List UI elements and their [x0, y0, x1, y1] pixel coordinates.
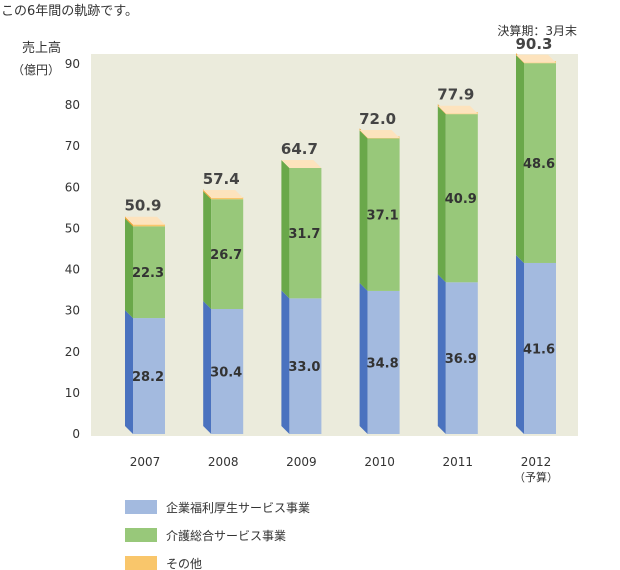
y-tick-label: 70 [65, 139, 80, 153]
segment-value-label: 40.9 [445, 192, 477, 207]
segment-value-label: 31.7 [288, 227, 320, 242]
legend-swatch [125, 528, 157, 542]
bar-segment [133, 224, 165, 227]
bar-segment [289, 168, 322, 299]
fiscal-period-note: 決算期：3月末 [497, 23, 577, 38]
bar-segment-side [281, 160, 290, 299]
legend-label: その他 [166, 557, 202, 570]
y-tick-label: 0 [72, 427, 80, 441]
y-tick-label: 90 [65, 57, 80, 71]
bar-segment [211, 197, 244, 200]
bar-segment [367, 138, 400, 291]
y-axis-title: 売上高 [22, 40, 61, 56]
legend-label: 企業福利厚生サービス事業 [166, 500, 310, 515]
x-tick-label: 2008 [208, 455, 239, 469]
segment-value-label: 48.6 [523, 157, 555, 172]
y-tick-label: 50 [65, 221, 80, 235]
bar-segment-side [125, 310, 133, 434]
bar-segment-side [281, 290, 290, 434]
bar-segment-side [516, 55, 524, 263]
bar-segment-side [437, 106, 446, 283]
bar-labels: 28.2 22.3 50.9 30.4 26.7 57.4 33.0 31.7 64.7 34.8… [124, 35, 555, 385]
x-tick-label: 2011 [443, 455, 474, 469]
bar-total-label: 90.3 [515, 35, 552, 53]
bar-segment [445, 282, 478, 434]
segment-value-label: 28.2 [132, 370, 164, 385]
y-axis: 0 10 20 30 40 50 60 70 80 90 [65, 57, 80, 441]
bar-segment-side [437, 274, 446, 434]
bar-total-label: 72.0 [359, 110, 396, 128]
legend-swatch [125, 556, 157, 570]
bar-segment-side [125, 218, 133, 319]
bar-segment [524, 262, 556, 434]
y-tick-label: 30 [65, 304, 80, 318]
x-axis: 2007 2008 2009 2010 2011 2012（予算） [130, 455, 558, 484]
segment-value-label: 22.3 [132, 266, 164, 281]
bars [125, 53, 556, 434]
bar-segment [445, 114, 478, 283]
bar-segment [133, 318, 165, 434]
bar-top-cap [203, 190, 244, 199]
x-tick-note: （予算） [514, 470, 558, 484]
bar-segment [524, 63, 556, 263]
bar-total-label: 50.9 [124, 197, 161, 215]
intro-text: この6年間の軌跡です。 [1, 3, 138, 19]
bar-segment-side [125, 216, 133, 227]
y-tick-label: 20 [65, 345, 80, 359]
y-tick-label: 60 [65, 180, 80, 194]
x-tick-label: 2009 [286, 455, 317, 469]
bar-total-label: 77.9 [437, 86, 474, 104]
segment-value-label: 33.0 [288, 360, 320, 375]
bar-top-cap [125, 216, 165, 225]
y-axis-unit: （億円） [12, 63, 60, 77]
bar-total-label: 57.4 [203, 170, 240, 188]
bar-top-cap [281, 160, 322, 169]
legend-swatch [125, 500, 157, 514]
bar-segment-side [359, 282, 368, 434]
bar-top-cap [359, 130, 400, 138]
legend-label: 介護総合サービス事業 [166, 528, 286, 543]
y-tick-label: 40 [65, 263, 80, 277]
bar-top-cap [437, 105, 478, 114]
bar-segment [367, 290, 400, 434]
x-tick-label: 2010 [364, 455, 395, 469]
bar-segment [211, 199, 244, 310]
segment-value-label: 36.9 [445, 352, 477, 367]
bar-total-label: 64.7 [281, 140, 318, 158]
segment-value-label: 37.1 [367, 209, 399, 224]
x-tick-label: 2012 [521, 455, 552, 469]
plot-area [91, 54, 578, 436]
bar-segment-side [516, 254, 524, 434]
y-tick-label: 10 [65, 386, 80, 400]
bar-segment [211, 309, 244, 434]
bar-segment-side [359, 130, 368, 291]
x-tick-label: 2007 [130, 455, 161, 469]
segment-value-label: 41.6 [523, 342, 555, 357]
bar-segment-side [203, 301, 212, 434]
bar-segment [289, 298, 322, 434]
bar-segment-side [203, 191, 212, 310]
segment-value-label: 26.7 [210, 248, 242, 263]
segment-value-label: 30.4 [210, 366, 242, 381]
bar-segment [133, 226, 165, 319]
segment-value-label: 34.8 [367, 356, 399, 371]
y-tick-label: 80 [65, 98, 80, 112]
bar-top-cap [516, 54, 556, 63]
